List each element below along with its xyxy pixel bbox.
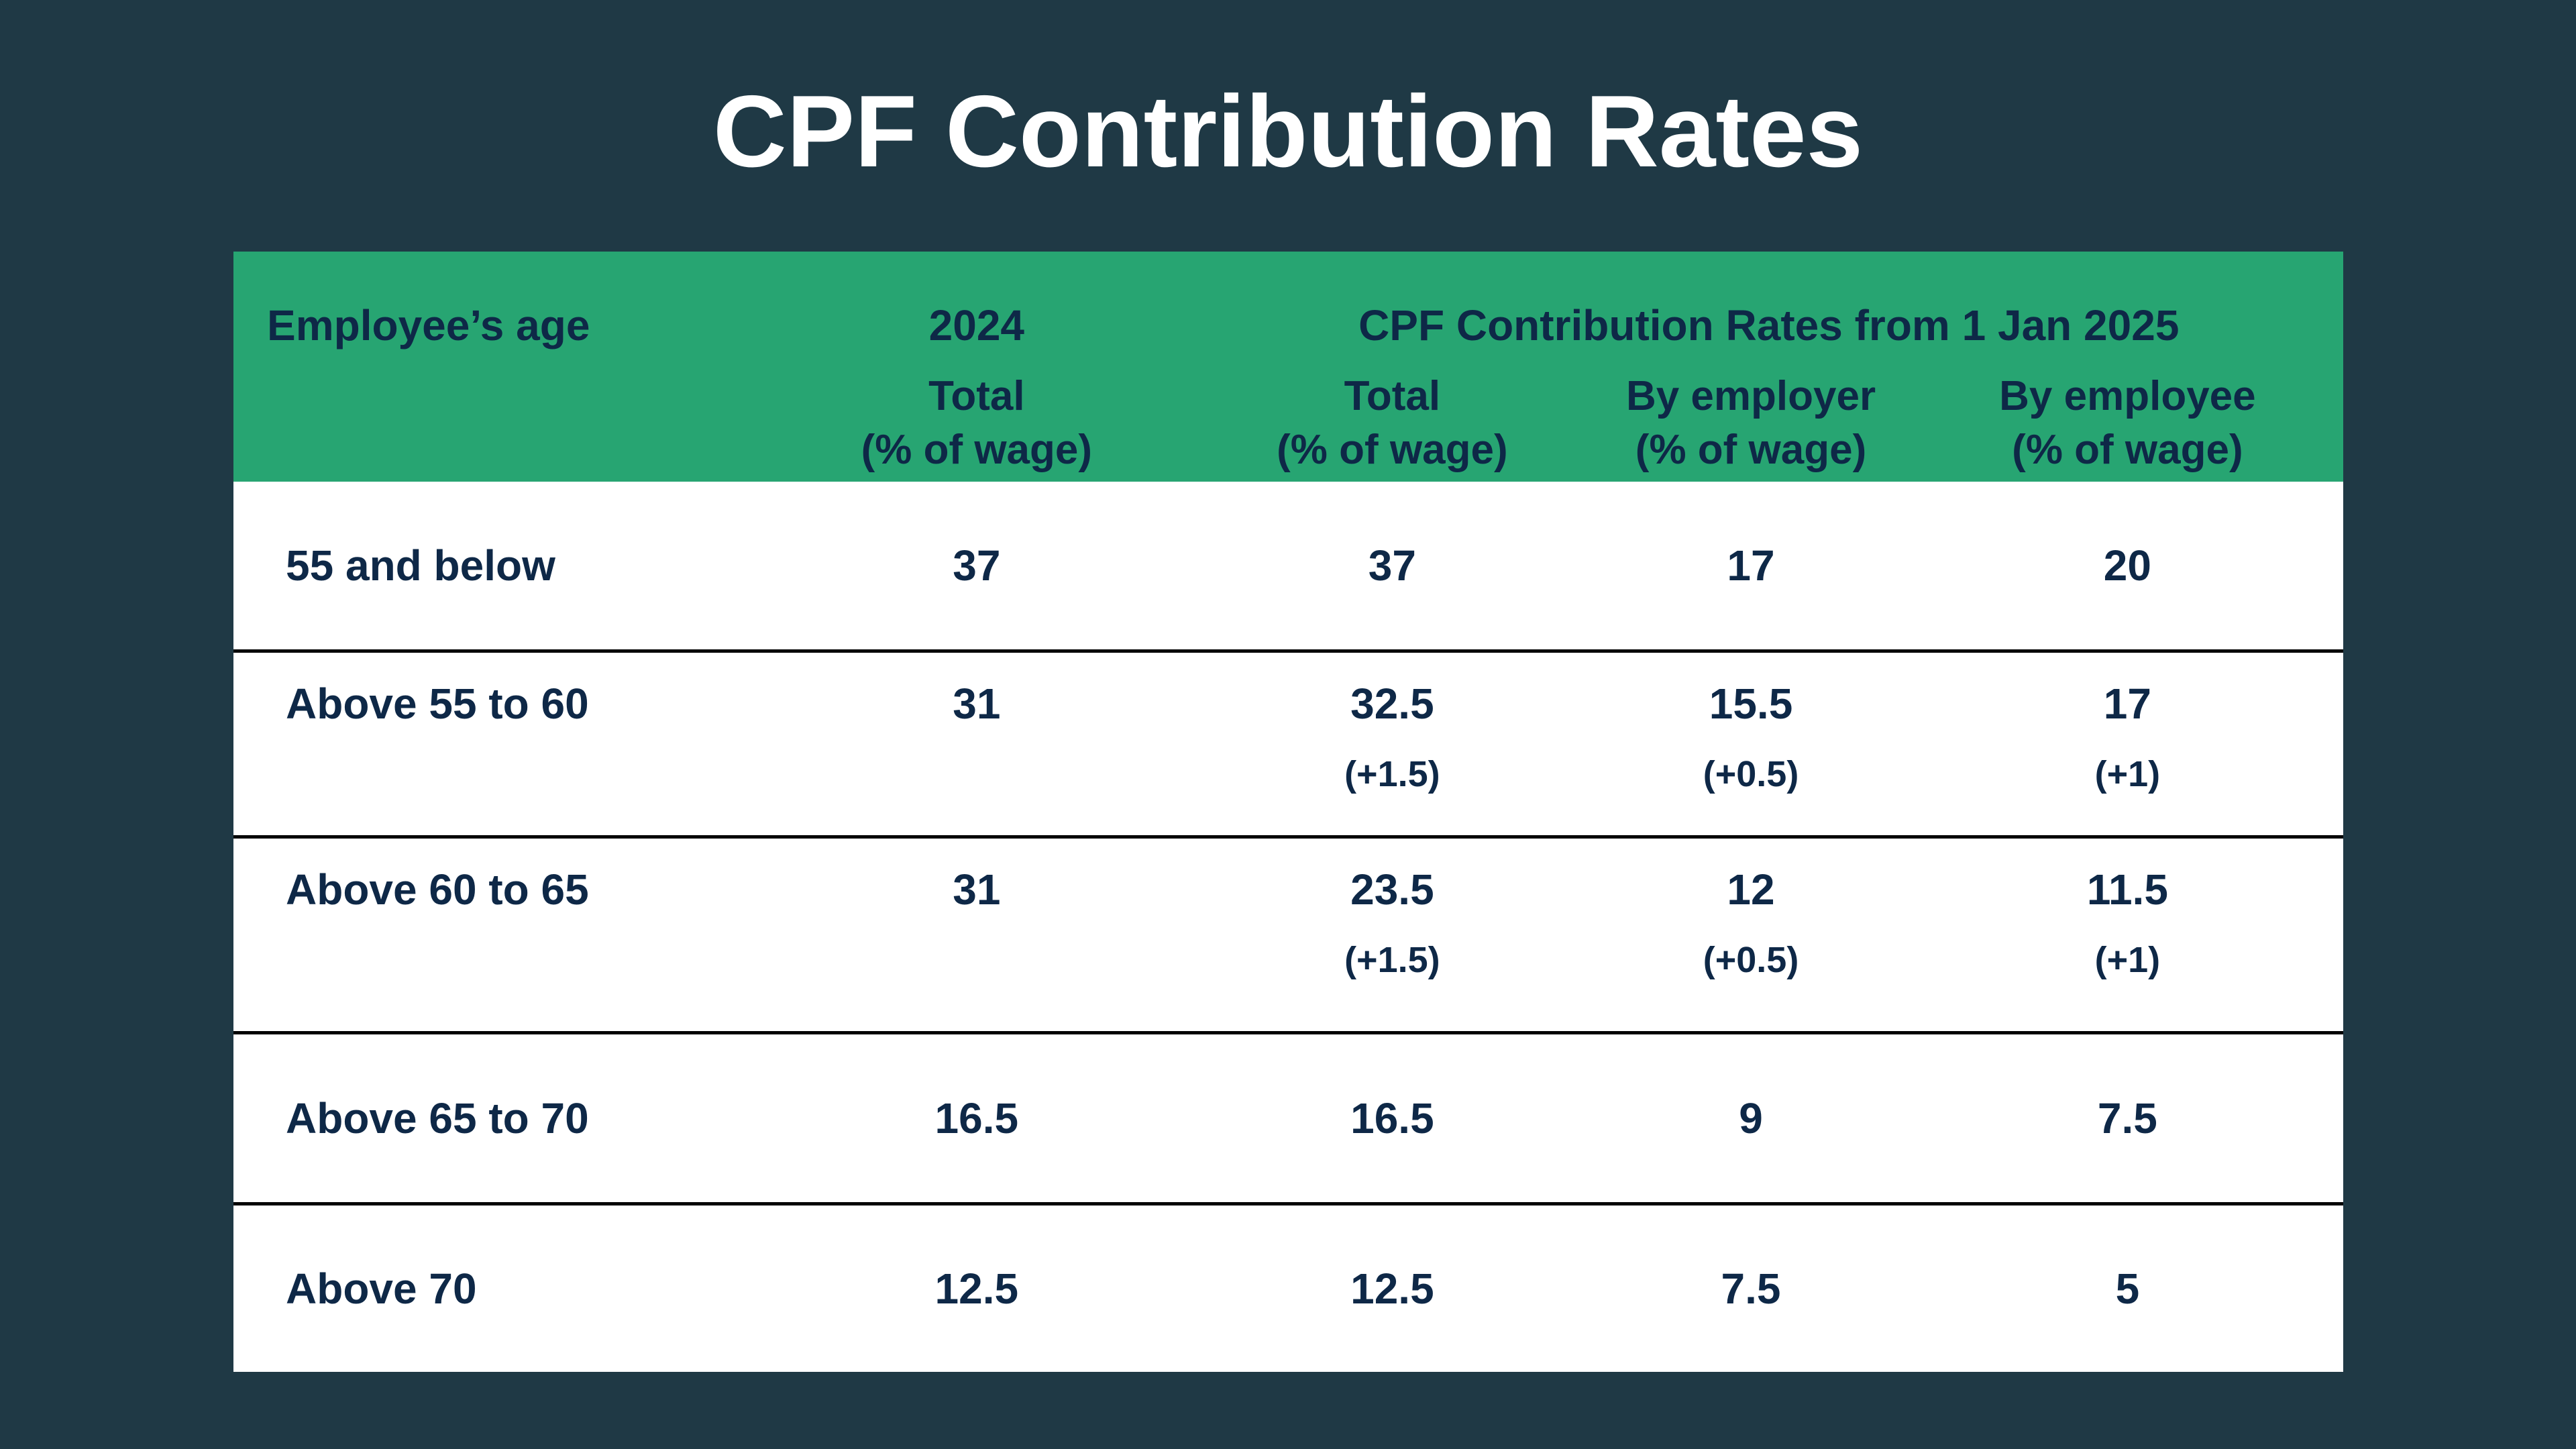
row-age-label: Above 65 to 70 [233,1097,759,1140]
header-sub-total-2025: Total (% of wage) [1195,370,1591,477]
header-sub-by-employer: By employer (% of wage) [1590,370,1912,477]
total-2024-value: 31 [953,865,1001,914]
header-sub-by-employee-line1: By employee [1999,373,2256,419]
header-sub-empty [233,370,759,477]
total-2024-value: 37 [953,541,1001,590]
total-2025-change: (+1.5) [1344,940,1440,980]
employer-2025-cell: 7.5 [1590,1267,1912,1310]
employee-2025-change: (+1) [2094,754,2161,794]
employee-2025-cell: 17 (+1) [1912,682,2343,792]
total-2024-cell: 12.5 [759,1267,1194,1310]
row-age-label: Above 70 [233,1267,759,1310]
header-sub-by-employer-line1: By employer [1625,373,1876,419]
employer-2025-value: 7.5 [1721,1265,1781,1313]
row-age-label: Above 60 to 65 [233,868,759,911]
header-sub-total-2024-line2: (% of wage) [861,427,1093,473]
total-2025-value: 32.5 [1350,680,1434,728]
total-2024-value: 31 [953,680,1001,728]
employee-2025-value: 5 [2115,1265,2140,1313]
employer-2025-value: 12 [1727,865,1775,914]
employer-2025-cell: 17 [1590,544,1912,587]
total-2024-value: 12.5 [934,1265,1019,1313]
total-2025-cell: 37 [1195,544,1591,587]
total-2024-cell: 16.5 [759,1097,1194,1140]
total-2025-value: 23.5 [1350,865,1434,914]
table-row: Above 70 12.5 12.5 7.5 5 [233,1202,2343,1372]
employee-2025-value: 7.5 [2097,1094,2157,1142]
age-value: Above 60 to 65 [286,865,589,914]
header-sub-total-2025-line1: Total [1344,373,1441,419]
table-row: Above 55 to 60 31 32.5 (+1.5) 15.5 (+0.5… [233,649,2343,835]
header-sub-by-employee: By employee (% of wage) [1912,370,2343,477]
total-2024-cell: 37 [759,544,1194,587]
header-sub-total-2024-line1: Total [928,373,1025,419]
employee-2025-value: 17 [2103,680,2151,728]
employee-2025-cell: 5 [1912,1267,2343,1310]
total-2025-value: 37 [1368,541,1416,590]
total-2025-value: 16.5 [1350,1094,1434,1142]
age-value: Above 55 to 60 [286,680,589,728]
age-value: Above 70 [286,1265,477,1313]
header-sub-by-employee-line2: (% of wage) [2012,427,2243,473]
row-age-label: 55 and below [233,544,759,587]
employee-2025-cell: 20 [1912,544,2343,587]
table-header: Employee’s age 2024 CPF Contribution Rat… [233,252,2343,482]
header-sub-by-employer-line2: (% of wage) [1635,427,1867,473]
total-2025-value: 12.5 [1350,1265,1434,1313]
table-row: 55 and below 37 37 17 20 [233,482,2343,649]
employer-2025-cell: 12 (+0.5) [1590,868,1912,978]
total-2025-cell: 12.5 [1195,1267,1591,1310]
total-2025-cell: 23.5 (+1.5) [1195,868,1591,978]
table-row: Above 65 to 70 16.5 16.5 9 7.5 [233,1031,2343,1202]
page-title: CPF Contribution Rates [712,74,1864,189]
employer-2025-value: 17 [1727,541,1775,590]
employee-2025-cell: 7.5 [1912,1097,2343,1140]
total-2025-cell: 32.5 (+1.5) [1195,682,1591,792]
employee-2025-change: (+1) [2094,940,2161,980]
cpf-rates-table: Employee’s age 2024 CPF Contribution Rat… [233,252,2343,1372]
header-2025-group: CPF Contribution Rates from 1 Jan 2025 [1358,301,2180,350]
age-value: 55 and below [286,541,555,590]
total-2024-cell: 31 [759,868,1194,911]
row-age-label: Above 55 to 60 [233,682,759,725]
total-2024-cell: 31 [759,682,1194,725]
total-2025-cell: 16.5 [1195,1097,1591,1140]
header-employees-age: Employee’s age [267,301,590,350]
employer-2025-change: (+0.5) [1703,754,1799,794]
employee-2025-cell: 11.5 (+1) [1912,868,2343,978]
employer-2025-value: 15.5 [1709,680,1793,728]
total-2025-change: (+1.5) [1344,754,1440,794]
header-2024: 2024 [928,301,1024,350]
employer-2025-cell: 9 [1590,1097,1912,1140]
employee-2025-value: 20 [2103,541,2151,590]
total-2024-value: 16.5 [934,1094,1019,1142]
table-header-sub-row: Total (% of wage) Total (% of wage) By e… [233,370,2343,477]
employer-2025-cell: 15.5 (+0.5) [1590,682,1912,792]
employer-2025-value: 9 [1739,1094,1763,1142]
table-header-group-row: Employee’s age 2024 CPF Contribution Rat… [233,304,2343,347]
age-value: Above 65 to 70 [286,1094,589,1142]
employee-2025-value: 11.5 [2086,865,2168,914]
header-sub-total-2024: Total (% of wage) [759,370,1194,477]
table-row: Above 60 to 65 31 23.5 (+1.5) 12 (+0.5) … [233,835,2343,1031]
employer-2025-change: (+0.5) [1703,940,1799,980]
header-sub-total-2025-line2: (% of wage) [1277,427,1508,473]
